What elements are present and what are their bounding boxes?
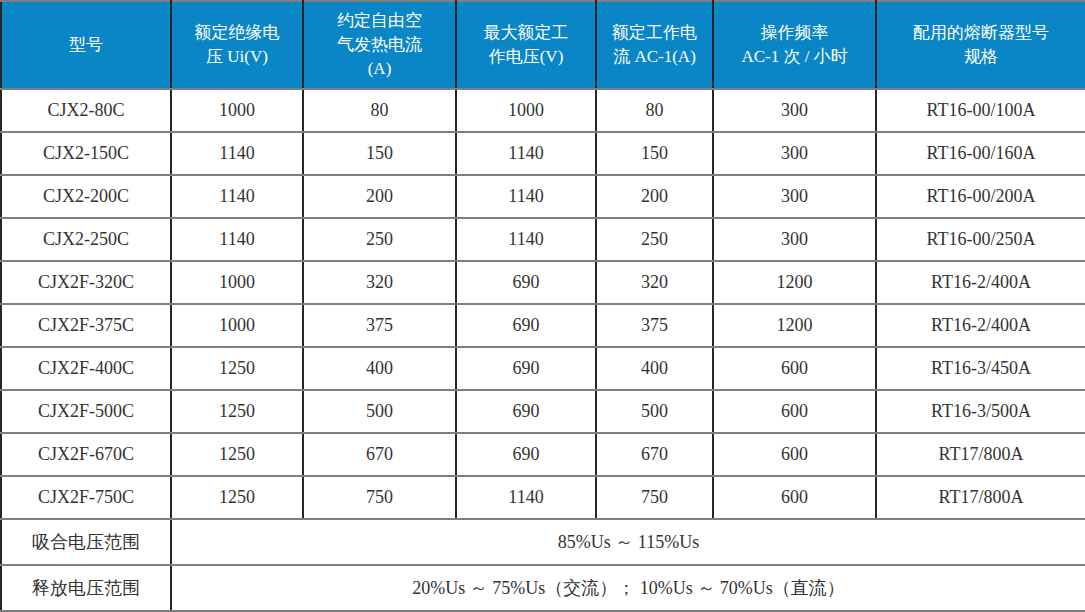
- cell-max-working-voltage: 690: [456, 390, 596, 433]
- cell-working-current: 375: [596, 304, 713, 347]
- cell-max-working-voltage: 690: [456, 261, 596, 304]
- table-row: CJX2F-750C 1250 750 1140 750 600 RT17/80…: [1, 476, 1085, 519]
- cell-fuse-spec: RT17/800A: [876, 433, 1085, 476]
- cell-operating-frequency: 600: [713, 347, 876, 390]
- cell-working-current: 670: [596, 433, 713, 476]
- cell-model: CJX2-200C: [1, 175, 171, 218]
- table-body: CJX2-80C 1000 80 1000 80 300 RT16-00/100…: [1, 89, 1085, 611]
- cell-max-working-voltage: 690: [456, 433, 596, 476]
- pickup-voltage-value: 85%Us ～ 115%Us: [171, 519, 1085, 565]
- cell-thermal-current: 400: [303, 347, 456, 390]
- cell-fuse-spec: RT16-00/100A: [876, 89, 1085, 132]
- cell-insulation-voltage: 1140: [171, 132, 303, 175]
- cell-thermal-current: 200: [303, 175, 456, 218]
- pickup-voltage-label: 吸合电压范围: [1, 519, 171, 565]
- table-row: CJX2-250C 1140 250 1140 250 300 RT16-00/…: [1, 218, 1085, 261]
- release-voltage-label: 释放电压范围: [1, 565, 171, 611]
- cell-operating-frequency: 600: [713, 433, 876, 476]
- cell-thermal-current: 150: [303, 132, 456, 175]
- cell-thermal-current: 750: [303, 476, 456, 519]
- cell-fuse-spec: RT16-2/400A: [876, 304, 1085, 347]
- release-voltage-row: 释放电压范围 20%Us ～ 75%Us（交流）； 10%Us ～ 70%Us（…: [1, 565, 1085, 611]
- col-header-max-working-voltage: 最大额定工 作电压(V): [456, 1, 596, 89]
- cell-model: CJX2F-320C: [1, 261, 171, 304]
- cell-insulation-voltage: 1000: [171, 89, 303, 132]
- cell-operating-frequency: 600: [713, 390, 876, 433]
- cell-fuse-spec: RT16-3/450A: [876, 347, 1085, 390]
- cell-working-current: 320: [596, 261, 713, 304]
- contactor-spec-table: 型号 额定绝缘电 压 Ui(V) 约定自由空 气发热电流 (A) 最大额定工 作…: [0, 0, 1085, 612]
- cell-working-current: 150: [596, 132, 713, 175]
- cell-working-current: 200: [596, 175, 713, 218]
- cell-insulation-voltage: 1140: [171, 218, 303, 261]
- header-row: 型号 额定绝缘电 压 Ui(V) 约定自由空 气发热电流 (A) 最大额定工 作…: [1, 1, 1085, 89]
- cell-max-working-voltage: 690: [456, 347, 596, 390]
- cell-operating-frequency: 300: [713, 218, 876, 261]
- pickup-voltage-row: 吸合电压范围 85%Us ～ 115%Us: [1, 519, 1085, 565]
- cell-thermal-current: 670: [303, 433, 456, 476]
- release-voltage-value: 20%Us ～ 75%Us（交流）； 10%Us ～ 70%Us（直流）: [171, 565, 1085, 611]
- cell-operating-frequency: 300: [713, 175, 876, 218]
- cell-operating-frequency: 1200: [713, 261, 876, 304]
- cell-max-working-voltage: 690: [456, 304, 596, 347]
- cell-working-current: 250: [596, 218, 713, 261]
- cell-operating-frequency: 600: [713, 476, 876, 519]
- col-header-fuse-spec: 配用的熔断器型号 规格: [876, 1, 1085, 89]
- cell-model: CJX2-150C: [1, 132, 171, 175]
- cell-model: CJX2F-670C: [1, 433, 171, 476]
- cell-model: CJX2-80C: [1, 89, 171, 132]
- cell-max-working-voltage: 1140: [456, 132, 596, 175]
- cell-insulation-voltage: 1140: [171, 175, 303, 218]
- cell-thermal-current: 80: [303, 89, 456, 132]
- cell-fuse-spec: RT16-00/250A: [876, 218, 1085, 261]
- cell-max-working-voltage: 1140: [456, 476, 596, 519]
- table-row: CJX2F-670C 1250 670 690 670 600 RT17/800…: [1, 433, 1085, 476]
- col-header-model: 型号: [1, 1, 171, 89]
- cell-thermal-current: 250: [303, 218, 456, 261]
- table-row: CJX2F-500C 1250 500 690 500 600 RT16-3/5…: [1, 390, 1085, 433]
- cell-thermal-current: 375: [303, 304, 456, 347]
- cell-thermal-current: 320: [303, 261, 456, 304]
- cell-model: CJX2F-750C: [1, 476, 171, 519]
- cell-model: CJX2F-375C: [1, 304, 171, 347]
- cell-fuse-spec: RT16-00/200A: [876, 175, 1085, 218]
- cell-working-current: 750: [596, 476, 713, 519]
- col-header-thermal-current: 约定自由空 气发热电流 (A): [303, 1, 456, 89]
- cell-fuse-spec: RT16-3/500A: [876, 390, 1085, 433]
- cell-working-current: 500: [596, 390, 713, 433]
- table-row: CJX2-80C 1000 80 1000 80 300 RT16-00/100…: [1, 89, 1085, 132]
- col-header-operating-frequency: 操作频率 AC-1 次 / 小时: [713, 1, 876, 89]
- cell-working-current: 400: [596, 347, 713, 390]
- cell-thermal-current: 500: [303, 390, 456, 433]
- cell-operating-frequency: 1200: [713, 304, 876, 347]
- cell-insulation-voltage: 1000: [171, 304, 303, 347]
- cell-max-working-voltage: 1000: [456, 89, 596, 132]
- cell-operating-frequency: 300: [713, 89, 876, 132]
- table-row: CJX2F-375C 1000 375 690 375 1200 RT16-2/…: [1, 304, 1085, 347]
- cell-insulation-voltage: 1250: [171, 347, 303, 390]
- table-header: 型号 额定绝缘电 压 Ui(V) 约定自由空 气发热电流 (A) 最大额定工 作…: [1, 1, 1085, 89]
- cell-max-working-voltage: 1140: [456, 175, 596, 218]
- table-row: CJX2F-400C 1250 400 690 400 600 RT16-3/4…: [1, 347, 1085, 390]
- cell-insulation-voltage: 1250: [171, 476, 303, 519]
- col-header-insulation-voltage: 额定绝缘电 压 Ui(V): [171, 1, 303, 89]
- cell-fuse-spec: RT16-2/400A: [876, 261, 1085, 304]
- cell-fuse-spec: RT16-00/160A: [876, 132, 1085, 175]
- table-row: CJX2-200C 1140 200 1140 200 300 RT16-00/…: [1, 175, 1085, 218]
- cell-fuse-spec: RT17/800A: [876, 476, 1085, 519]
- cell-model: CJX2F-400C: [1, 347, 171, 390]
- cell-model: CJX2-250C: [1, 218, 171, 261]
- col-header-working-current: 额定工作电 流 AC-1(A): [596, 1, 713, 89]
- cell-max-working-voltage: 1140: [456, 218, 596, 261]
- cell-model: CJX2F-500C: [1, 390, 171, 433]
- cell-operating-frequency: 300: [713, 132, 876, 175]
- spec-sheet-page: 型号 额定绝缘电 压 Ui(V) 约定自由空 气发热电流 (A) 最大额定工 作…: [0, 0, 1085, 612]
- cell-insulation-voltage: 1250: [171, 433, 303, 476]
- cell-insulation-voltage: 1250: [171, 390, 303, 433]
- cell-working-current: 80: [596, 89, 713, 132]
- cell-insulation-voltage: 1000: [171, 261, 303, 304]
- table-row: CJX2F-320C 1000 320 690 320 1200 RT16-2/…: [1, 261, 1085, 304]
- table-row: CJX2-150C 1140 150 1140 150 300 RT16-00/…: [1, 132, 1085, 175]
